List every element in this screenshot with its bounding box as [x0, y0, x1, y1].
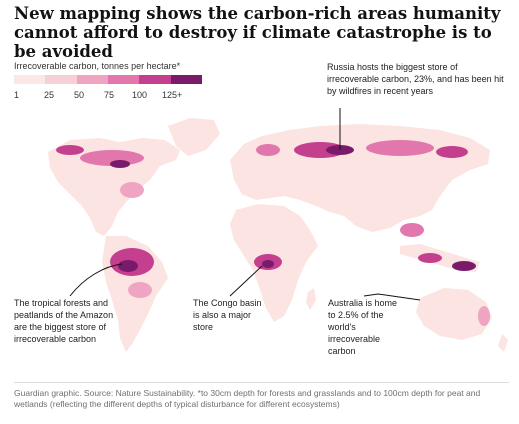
hotspot-congo-core — [262, 260, 274, 268]
hotspot-australia-east — [478, 306, 490, 326]
source-footer: Guardian graphic. Source: Nature Sustain… — [14, 388, 481, 409]
legend-tick: 125+ — [162, 90, 183, 100]
legend-tick: 75 — [104, 90, 115, 100]
hotspot-amazon-core — [118, 260, 138, 272]
legend-swatch — [45, 75, 77, 84]
legend-tick: 50 — [74, 90, 85, 100]
hotspot-siberia — [366, 140, 434, 156]
landmass-north-america — [48, 138, 180, 236]
annotation-lines — [69, 108, 421, 301]
landmass-greenland — [168, 118, 220, 156]
legend-color-bar — [14, 75, 202, 84]
legend-swatch — [139, 75, 171, 84]
hotspot-alaska — [56, 145, 84, 155]
legend-swatch — [14, 75, 46, 84]
annotation-amazon: The tropical forests and peatlands of th… — [14, 298, 114, 344]
annotation-congo: The Congo basin is also a major store — [193, 298, 262, 332]
hotspot-eastern-us — [120, 182, 144, 198]
legend-swatch — [76, 75, 108, 84]
landmass-australia — [416, 288, 492, 340]
landmass-madagascar — [306, 288, 316, 310]
landmass-new-zealand — [498, 334, 508, 352]
legend-ticks: 1 25 50 75 100 125+ — [14, 90, 224, 102]
legend-swatch — [107, 75, 140, 84]
carbon-hotspots — [56, 140, 490, 326]
annotation-line-amazon — [69, 263, 123, 297]
hotspot-new-guinea — [452, 261, 476, 271]
legend-tick: 25 — [44, 90, 55, 100]
annotation-russia: Russia hosts the biggest store of irreco… — [327, 62, 504, 96]
legend-title: Irrecoverable carbon, tonnes per hectare… — [14, 61, 181, 71]
annotation-line-australia — [363, 293, 421, 301]
hotspot-southern-brazil — [128, 282, 152, 298]
map-legend: Irrecoverable carbon, tonnes per hectare… — [14, 61, 224, 102]
annotation-line-congo — [229, 265, 263, 297]
hotspot-east-siberia — [436, 146, 468, 158]
hotspot-scandinavia — [256, 144, 280, 156]
hotspot-southeast-asia — [400, 223, 424, 237]
hotspot-hudson-bay — [110, 160, 130, 168]
legend-tick: 1 — [14, 90, 20, 100]
world-carbon-map — [48, 108, 508, 352]
hotspot-borneo-sumatra — [418, 253, 442, 263]
annotation-australia: Australia is home to 2.5% of the world's… — [328, 298, 398, 356]
footer-divider — [14, 382, 509, 383]
legend-tick: 100 — [132, 90, 148, 100]
page-title: New mapping shows the carbon-rich areas … — [14, 4, 501, 61]
legend-swatch — [170, 75, 202, 84]
